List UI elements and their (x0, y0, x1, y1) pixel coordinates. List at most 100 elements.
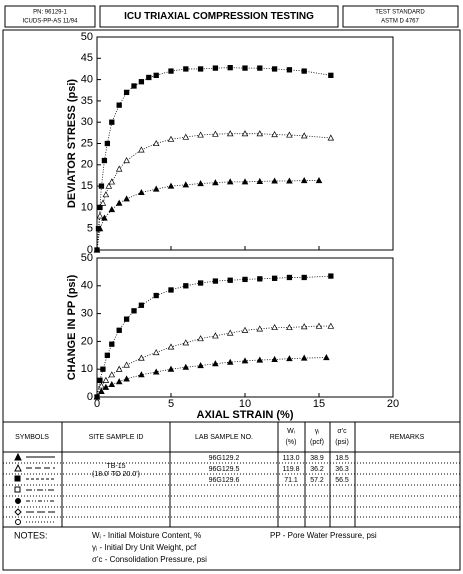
marker (242, 65, 248, 71)
marker (168, 68, 174, 74)
marker (182, 339, 190, 346)
table-cell: 96G129.2 (209, 455, 240, 462)
title: ICU TRIAXIAL COMPRESSION TESTING (124, 11, 314, 22)
marker (152, 348, 160, 356)
marker (182, 181, 190, 188)
marker (286, 355, 293, 362)
site-id: (18.0' TO 20.0') (92, 471, 140, 478)
marker (286, 131, 293, 138)
header-box (99, 5, 339, 28)
marker (300, 354, 308, 361)
marker (197, 131, 204, 138)
table-cell: 18.5 (335, 455, 349, 462)
y-tick-label: 30 (81, 116, 93, 128)
marker (167, 135, 175, 142)
series-line (96, 325, 331, 398)
marker (241, 326, 249, 333)
marker (241, 178, 249, 185)
marker (257, 65, 263, 71)
marker (93, 246, 101, 253)
table-cell: 71.1 (284, 477, 298, 484)
marker (212, 332, 219, 339)
series-line (96, 357, 327, 398)
y-tick-label: 50 (81, 31, 93, 43)
marker (123, 361, 130, 368)
marker (102, 376, 110, 383)
x-tick-label: 5 (168, 398, 174, 410)
table-cell: 36.3 (335, 466, 349, 473)
marker (167, 182, 175, 189)
table-header: SYMBOLS (15, 434, 49, 441)
marker (197, 362, 204, 369)
marker (98, 387, 105, 394)
table-cell: 57.2 (310, 477, 324, 484)
table-cell: 36.2 (310, 466, 324, 473)
marker (167, 365, 175, 372)
x-axis-label: AXIAL STRAIN (%) (197, 409, 294, 421)
note: Wᵢ - Initial Moisture Content, % (92, 531, 201, 540)
marker (241, 357, 249, 364)
marker (102, 191, 110, 198)
table-header: (psi) (335, 439, 349, 446)
pn: PN: 96129-1 (33, 10, 67, 16)
marker (328, 273, 334, 279)
marker (286, 67, 293, 73)
marker (241, 130, 249, 137)
marker (138, 79, 145, 85)
marker (197, 335, 204, 342)
table-header: (pcf) (310, 439, 324, 446)
marker (131, 83, 137, 89)
marker (212, 360, 219, 367)
marker (102, 383, 110, 390)
marker (212, 179, 219, 186)
y-axis-label: CHANGE IN PP (psi) (66, 274, 78, 380)
marker (286, 323, 293, 331)
marker (301, 274, 307, 281)
marker (256, 356, 264, 363)
marker (256, 130, 264, 137)
table-cell: 96G129.6 (209, 477, 240, 484)
y-tick-label: 10 (81, 363, 93, 375)
marker (300, 132, 308, 139)
marker (138, 188, 145, 196)
standard-label: TEST STANDARD (375, 10, 425, 16)
table-header: SITE SAMPLE ID (89, 434, 144, 441)
y-tick-label: 40 (81, 74, 93, 86)
y-tick-label: 5 (87, 223, 93, 235)
marker (257, 276, 263, 282)
marker (212, 65, 219, 71)
marker (131, 308, 137, 314)
marker (96, 212, 104, 219)
marker (138, 371, 145, 378)
y-tick-label: 45 (81, 52, 93, 64)
table-cell: 38.9 (310, 455, 324, 462)
marker (105, 182, 113, 189)
marker (271, 66, 278, 72)
row-separators (3, 462, 460, 518)
header-box (4, 5, 96, 28)
marker (271, 131, 278, 138)
marker (168, 287, 174, 293)
marker (123, 89, 130, 96)
marker (152, 368, 160, 375)
marker (153, 292, 159, 299)
marker (227, 277, 233, 283)
marker (101, 214, 108, 221)
marker (152, 139, 160, 147)
x-tick-label: 0 (94, 398, 100, 410)
table-cell: 119.8 (283, 466, 300, 473)
marker (146, 74, 152, 81)
marker (271, 177, 278, 184)
y-tick-label: 0 (87, 244, 93, 256)
y-tick-label: 50 (81, 252, 93, 264)
marker (182, 363, 190, 370)
y-tick-label: 25 (81, 137, 93, 149)
x-tick-label: 10 (239, 398, 251, 410)
page-border (2, 29, 461, 571)
marker (226, 358, 234, 365)
x-tick-label: 15 (313, 398, 325, 410)
marker (301, 68, 307, 74)
y-tick-label: 20 (81, 159, 93, 171)
table-cell: 96G129.5 (209, 466, 240, 473)
